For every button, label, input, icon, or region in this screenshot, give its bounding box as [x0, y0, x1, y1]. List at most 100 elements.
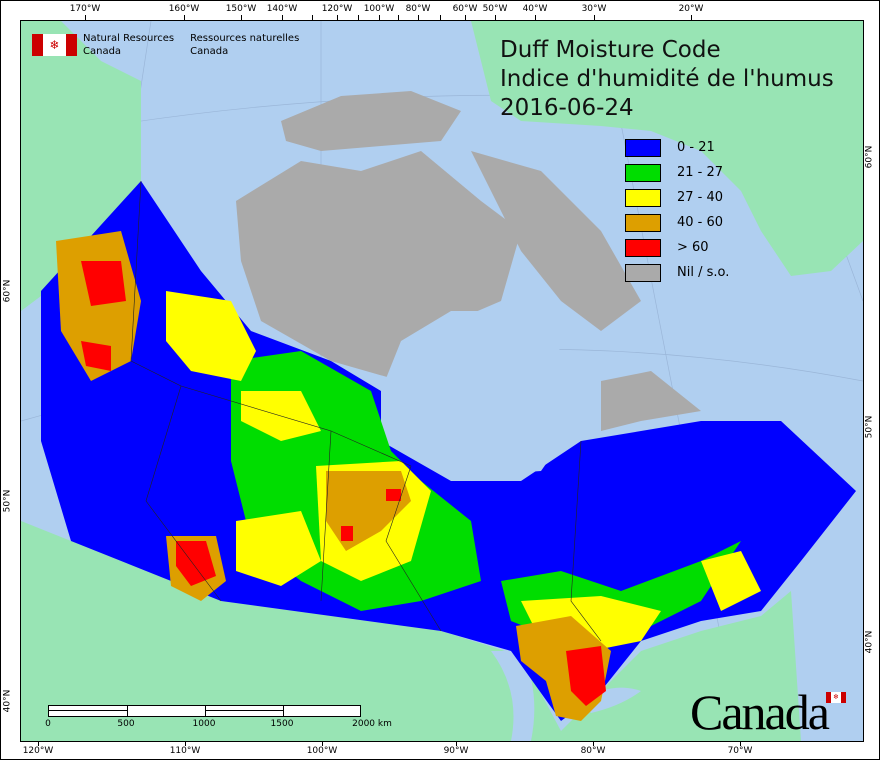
legend-item: 27 - 40 — [625, 185, 729, 210]
tick-mark — [593, 741, 594, 746]
scale-divider — [205, 706, 206, 716]
tick-mark — [241, 15, 242, 20]
patch-yellow — [166, 291, 256, 381]
lon-label: 60°W — [452, 4, 478, 14]
legend-swatch — [625, 238, 661, 257]
tick-mark — [282, 15, 283, 20]
alaska-land — [21, 21, 141, 311]
agency-name-fr: Ressources naturelles Canada — [190, 32, 299, 58]
arctic-islands — [281, 91, 701, 431]
tick-mark — [535, 15, 536, 20]
tick-mark — [465, 15, 466, 20]
patch-red — [176, 541, 216, 586]
tick-mark — [185, 741, 186, 746]
tick-mark — [312, 15, 313, 20]
lon-label: 80°W — [405, 4, 431, 14]
map-date: 2016-06-24 — [500, 95, 634, 121]
patch-red — [566, 646, 606, 706]
usa-land — [21, 521, 801, 741]
legend-item: 21 - 27 — [625, 160, 729, 185]
lat-label: 50°N — [864, 415, 875, 439]
lon-label: 100°W — [363, 4, 395, 14]
scale-label: 1500 — [270, 719, 294, 729]
patch-red — [341, 489, 401, 541]
tick-mark — [184, 15, 185, 20]
map-title: Duff Moisture Code Indice d'humidité de … — [500, 36, 834, 123]
legend-swatch — [625, 163, 661, 182]
lon-label: 30°W — [581, 4, 607, 14]
tick-mark — [691, 15, 692, 20]
lon-label: 150°W — [225, 4, 257, 14]
legend-item: > 60 — [625, 235, 729, 260]
tick-mark — [358, 15, 359, 20]
legend-label: 0 - 21 — [677, 140, 715, 155]
lon-label: 140°W — [266, 4, 298, 14]
lon-label: 50°W — [482, 4, 508, 14]
legend: 0 - 21 21 - 27 27 - 40 40 - 60 > 60 Nil … — [625, 135, 729, 285]
lon-label: 170°W — [69, 4, 101, 14]
legend-item: 0 - 21 — [625, 135, 729, 160]
lon-label: 90°W — [443, 746, 469, 756]
province-borders — [130, 180, 602, 642]
legend-label: Nil / s.o. — [677, 265, 730, 280]
agency-fr-line: Ressources naturelles — [190, 33, 300, 44]
scale-label: 500 — [117, 719, 135, 729]
tick-mark — [398, 15, 399, 20]
map-canvas[interactable] — [20, 20, 864, 742]
scale-segment — [205, 706, 283, 711]
nrcan-signature: ❄ Natural Resources Canada Ressources na… — [32, 32, 315, 58]
agency-en-line: Canada — [83, 46, 122, 57]
patch-red — [81, 261, 126, 371]
arctic-no-data — [236, 151, 521, 381]
scale-segment — [49, 706, 127, 711]
lon-label: 20°W — [678, 4, 704, 14]
greenland-land — [471, 21, 863, 276]
tick-mark — [440, 15, 441, 20]
dmc-patches — [56, 231, 761, 721]
lat-label: 40°N — [2, 689, 13, 713]
scale-label: 2000 km — [352, 719, 392, 729]
scale-bar — [48, 705, 361, 717]
legend-label: 21 - 27 — [677, 165, 724, 180]
tick-mark — [456, 741, 457, 746]
agency-en-line: Natural Resources — [83, 33, 175, 44]
tick-mark — [38, 741, 39, 746]
lat-label: 50°N — [2, 489, 13, 513]
legend-swatch — [625, 213, 661, 232]
legend-label: 40 - 60 — [677, 215, 724, 230]
legend-label: > 60 — [677, 240, 709, 255]
patch-yellow — [236, 391, 321, 586]
tick-mark — [594, 15, 595, 20]
lon-label: 70°W — [727, 746, 753, 756]
map-svg — [21, 21, 863, 741]
lat-label: 40°N — [864, 630, 875, 654]
lat-label: 60°N — [2, 279, 13, 303]
legend-swatch — [625, 188, 661, 207]
scale-label: 0 — [45, 719, 51, 729]
lon-label: 110°W — [169, 746, 201, 756]
lat-label: 60°N — [864, 145, 875, 169]
title-fr: Indice d'humidité de l'humus — [500, 66, 834, 92]
canada-flag-icon: ❄ — [32, 34, 77, 56]
scale-divider — [283, 706, 284, 716]
legend-label: 27 - 40 — [677, 190, 724, 205]
agency-name-en: Natural Resources Canada — [83, 32, 174, 58]
legend-item: 40 - 60 — [625, 210, 729, 235]
scale-label: 1000 — [192, 719, 216, 729]
tick-mark — [740, 741, 741, 746]
scale-divider — [127, 706, 128, 716]
tick-mark — [322, 741, 323, 746]
legend-item: Nil / s.o. — [625, 260, 729, 285]
wordmark-flag-icon: ❄ — [826, 692, 846, 703]
canada-wordmark: Canada — [690, 684, 830, 740]
lon-label: 100°W — [306, 746, 338, 756]
legend-swatch — [625, 138, 661, 157]
title-en: Duff Moisture Code — [500, 37, 721, 63]
agency-fr-line: Canada — [190, 46, 229, 57]
tick-mark — [379, 15, 380, 20]
tick-mark — [418, 15, 419, 20]
lon-label: 40°W — [522, 4, 548, 14]
tick-mark — [337, 15, 338, 20]
lon-label: 120°W — [321, 4, 353, 14]
legend-swatch — [625, 263, 661, 282]
